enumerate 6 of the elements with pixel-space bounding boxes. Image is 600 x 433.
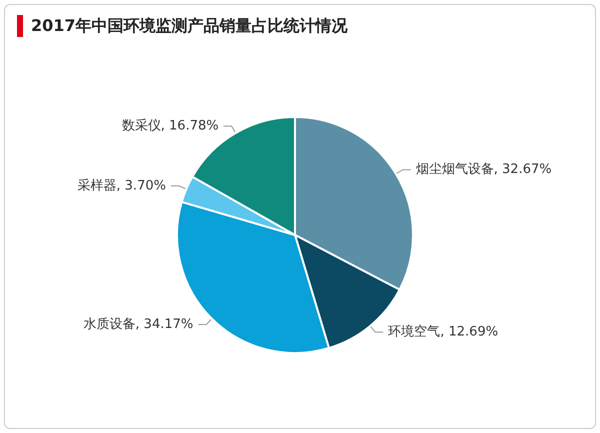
slice-label: 数采仪, 16.78% (122, 118, 219, 134)
slice-label: 烟尘烟气设备, 32.67% (416, 162, 552, 178)
chart-title: 2017年中国环境监测产品销量占比统计情况 (31, 16, 348, 36)
slice-label: 水质设备, 34.17% (83, 316, 194, 332)
slice-label: 采样器, 3.70% (77, 178, 166, 194)
slice-label: 环境空气, 12.69% (388, 324, 498, 340)
